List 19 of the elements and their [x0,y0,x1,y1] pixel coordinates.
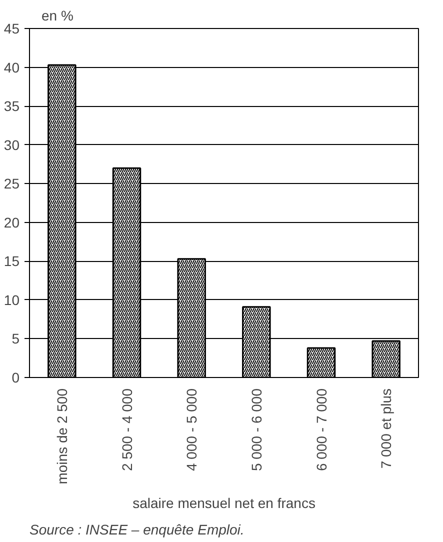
y-tick-label: 0 [12,370,20,386]
y-tick-label: 40 [4,59,20,76]
y-tick-label: 20 [4,214,20,230]
y-tick-label: 25 [4,176,20,192]
x-tick-label: 5 000 - 6 000 [248,388,264,472]
x-tick-label: 4 000 - 5 000 [184,388,200,472]
source-note: Source : INSEE – enquête Emploi. [30,522,244,538]
y-tick-label: 10 [4,292,20,308]
x-axis-title: salaire mensuel net en francs [132,495,316,512]
y-tick-label: 5 [12,330,20,347]
x-tick-label: 7 000 et plus [378,388,394,469]
x-tick-label: moins de 2 500 [54,388,70,484]
y-tick-label: 30 [4,136,20,153]
y-tick-label: 35 [4,98,20,114]
y-tick-label: 45 [4,20,20,36]
y-axis-title: en % [42,8,74,24]
x-tick-label: 2 500 - 4 000 [118,388,135,472]
x-tick-label: 6 000 - 7 000 [313,388,330,472]
y-tick-label: 15 [4,253,20,270]
